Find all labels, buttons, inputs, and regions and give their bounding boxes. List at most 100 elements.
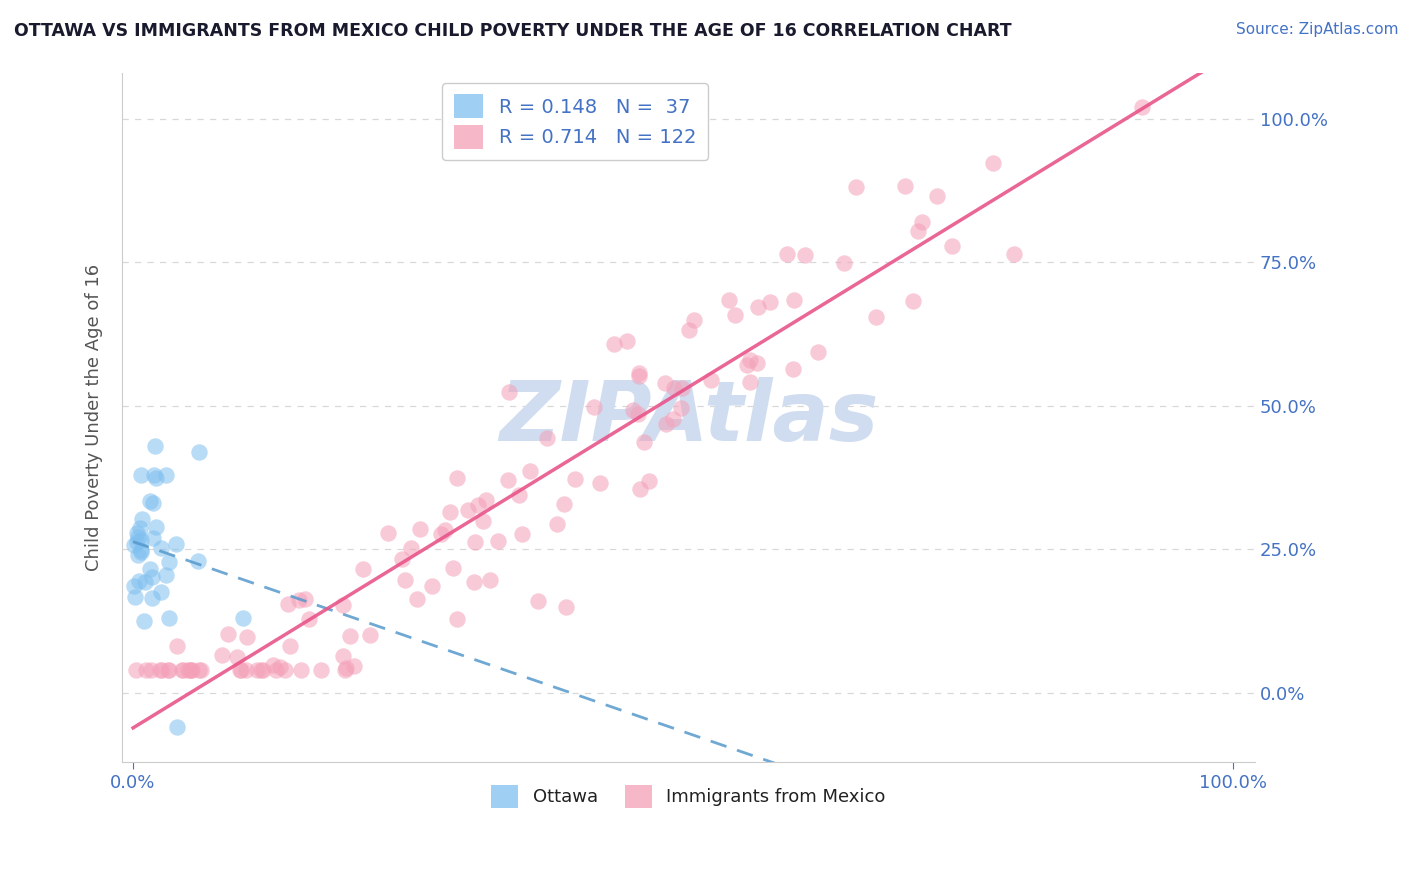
- Point: [894, 178, 917, 193]
- Point: [472, 514, 495, 528]
- Point: [288, 593, 311, 607]
- Point: [446, 612, 468, 626]
- Point: [583, 400, 606, 414]
- Point: [166, 720, 188, 734]
- Point: [155, 567, 177, 582]
- Point: [671, 381, 693, 395]
- Point: [439, 505, 461, 519]
- Text: OTTAWA VS IMMIGRANTS FROM MEXICO CHILD POVERTY UNDER THE AGE OF 16 CORRELATION C: OTTAWA VS IMMIGRANTS FROM MEXICO CHILD P…: [14, 22, 1012, 40]
- Point: [127, 548, 149, 562]
- Point: [187, 663, 209, 677]
- Point: [406, 591, 429, 606]
- Point: [335, 661, 357, 675]
- Point: [229, 663, 252, 677]
- Point: [252, 663, 274, 677]
- Point: [463, 574, 485, 589]
- Point: [536, 431, 558, 445]
- Point: [131, 512, 153, 526]
- Point: [217, 627, 239, 641]
- Point: [627, 407, 650, 421]
- Point: [807, 344, 830, 359]
- Point: [925, 189, 948, 203]
- Point: [129, 467, 152, 482]
- Point: [149, 663, 172, 677]
- Point: [394, 573, 416, 587]
- Point: [903, 293, 925, 308]
- Point: [699, 373, 721, 387]
- Point: [654, 376, 676, 390]
- Point: [187, 554, 209, 568]
- Point: [150, 584, 173, 599]
- Point: [433, 523, 456, 537]
- Point: [683, 313, 706, 327]
- Point: [150, 663, 173, 677]
- Point: [907, 224, 929, 238]
- Point: [142, 467, 165, 482]
- Point: [845, 180, 868, 194]
- Point: [145, 519, 167, 533]
- Point: [510, 526, 533, 541]
- Point: [311, 663, 333, 677]
- Point: [155, 467, 177, 482]
- Point: [555, 600, 578, 615]
- Point: [127, 529, 149, 543]
- Point: [776, 246, 799, 260]
- Point: [124, 591, 146, 605]
- Point: [232, 611, 254, 625]
- Point: [135, 663, 157, 677]
- Point: [352, 562, 374, 576]
- Point: [662, 412, 685, 426]
- Point: [269, 660, 291, 674]
- Point: [122, 538, 145, 552]
- Point: [589, 475, 612, 490]
- Point: [188, 445, 211, 459]
- Point: [662, 382, 685, 396]
- Point: [678, 323, 700, 337]
- Point: [602, 337, 624, 351]
- Point: [508, 488, 530, 502]
- Point: [486, 533, 509, 548]
- Point: [129, 544, 152, 558]
- Point: [141, 591, 163, 605]
- Point: [564, 472, 586, 486]
- Point: [782, 362, 804, 376]
- Point: [142, 531, 165, 545]
- Point: [359, 628, 381, 642]
- Point: [157, 555, 180, 569]
- Point: [498, 385, 520, 400]
- Point: [717, 293, 740, 307]
- Legend: Ottawa, Immigrants from Mexico: Ottawa, Immigrants from Mexico: [484, 778, 893, 814]
- Point: [627, 368, 650, 383]
- Point: [783, 293, 806, 307]
- Point: [377, 526, 399, 541]
- Point: [633, 435, 655, 450]
- Point: [496, 473, 519, 487]
- Point: [467, 498, 489, 512]
- Point: [759, 294, 782, 309]
- Point: [343, 658, 366, 673]
- Point: [794, 248, 817, 262]
- Point: [142, 496, 165, 510]
- Point: [333, 663, 356, 677]
- Point: [127, 534, 149, 549]
- Point: [280, 639, 302, 653]
- Point: [290, 663, 312, 677]
- Point: [177, 663, 200, 677]
- Point: [655, 417, 678, 431]
- Point: [832, 256, 855, 270]
- Point: [911, 214, 934, 228]
- Point: [409, 522, 432, 536]
- Point: [125, 526, 148, 541]
- Point: [1130, 100, 1153, 114]
- Text: ZIPAtlas: ZIPAtlas: [499, 377, 879, 458]
- Point: [621, 403, 644, 417]
- Point: [981, 156, 1004, 170]
- Point: [519, 464, 541, 478]
- Point: [139, 493, 162, 508]
- Point: [229, 663, 252, 677]
- Point: [235, 663, 257, 677]
- Point: [141, 570, 163, 584]
- Point: [738, 375, 761, 389]
- Point: [747, 356, 769, 370]
- Point: [298, 612, 321, 626]
